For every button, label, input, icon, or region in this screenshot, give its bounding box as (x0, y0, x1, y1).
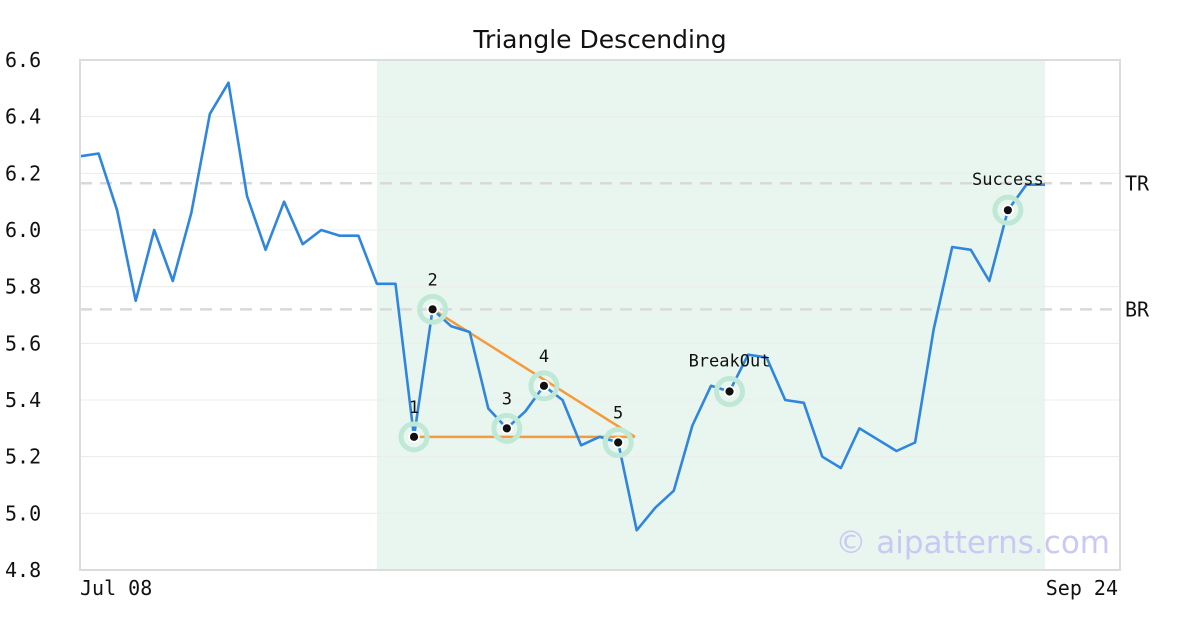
axes: 6.6 6.4 6.2 6.0 5.8 5.6 5.4 5.2 5.0 4.8 Jul 08 Sep … (5, 48, 1118, 600)
pattern-labels: 1 2 3 4 5 BreakOut Success (409, 170, 1044, 423)
pattern-highlight-region (376, 60, 1045, 570)
y-tick-label: 5.4 (5, 388, 41, 412)
y-tick-label: 6.2 (5, 161, 41, 185)
pattern-point-2-ring (417, 293, 449, 325)
y-tick-label: 5.8 (5, 275, 41, 299)
pattern-point-2-dot (426, 303, 439, 316)
level-label-tr: TR (1125, 171, 1150, 195)
pattern-point-label: 5 (613, 404, 623, 424)
pattern-point-5-ring (602, 427, 634, 458)
event-success-dot (1001, 204, 1014, 217)
pattern-point-3-dot (500, 422, 513, 435)
price-line (79, 81, 1045, 532)
y-tick-label: 5.6 (5, 331, 41, 355)
pattern-markers (398, 194, 1024, 458)
pattern-point-4-dot (538, 379, 550, 392)
pattern-point-label: 4 (539, 347, 549, 367)
pattern-point-label: 2 (427, 270, 437, 290)
gridlines (80, 116, 1120, 514)
event-success-ring (992, 194, 1024, 226)
plot-frame (79, 59, 1121, 571)
y-tick-label: 4.8 (5, 558, 41, 582)
x-tick-label: Sep 24 (1046, 576, 1118, 600)
event-breakout-dot (723, 385, 736, 398)
price-series (79, 81, 1045, 532)
highlight-layer (376, 60, 1045, 570)
pattern-point-label: 3 (502, 389, 512, 409)
pattern-point-4-ring (528, 370, 560, 402)
event-label-breakout: BreakOut (689, 352, 771, 372)
level-label-br: BR (1125, 297, 1150, 321)
pattern-point-1-ring (398, 421, 430, 453)
y-tick-label: 5.2 (5, 445, 41, 469)
y-tick-label: 6.0 (5, 218, 41, 242)
pattern-point-5-dot (612, 436, 625, 449)
y-tick-label: 6.6 (5, 48, 41, 72)
event-label-success: Success (972, 170, 1044, 190)
level-lines: TR BR (80, 171, 1150, 321)
y-tick-label: 5.0 (5, 501, 41, 525)
event-breakout-ring (714, 376, 746, 407)
chart-title: Triangle Descending (472, 25, 726, 54)
pattern-point-label: 1 (409, 398, 419, 418)
y-tick-label: 6.4 (5, 105, 41, 129)
x-tick-label: Jul 08 (80, 576, 152, 600)
pattern-point-1-dot (408, 430, 420, 443)
watermark: © aipatterns.com (835, 525, 1110, 561)
pattern-point-3-ring (491, 412, 523, 444)
